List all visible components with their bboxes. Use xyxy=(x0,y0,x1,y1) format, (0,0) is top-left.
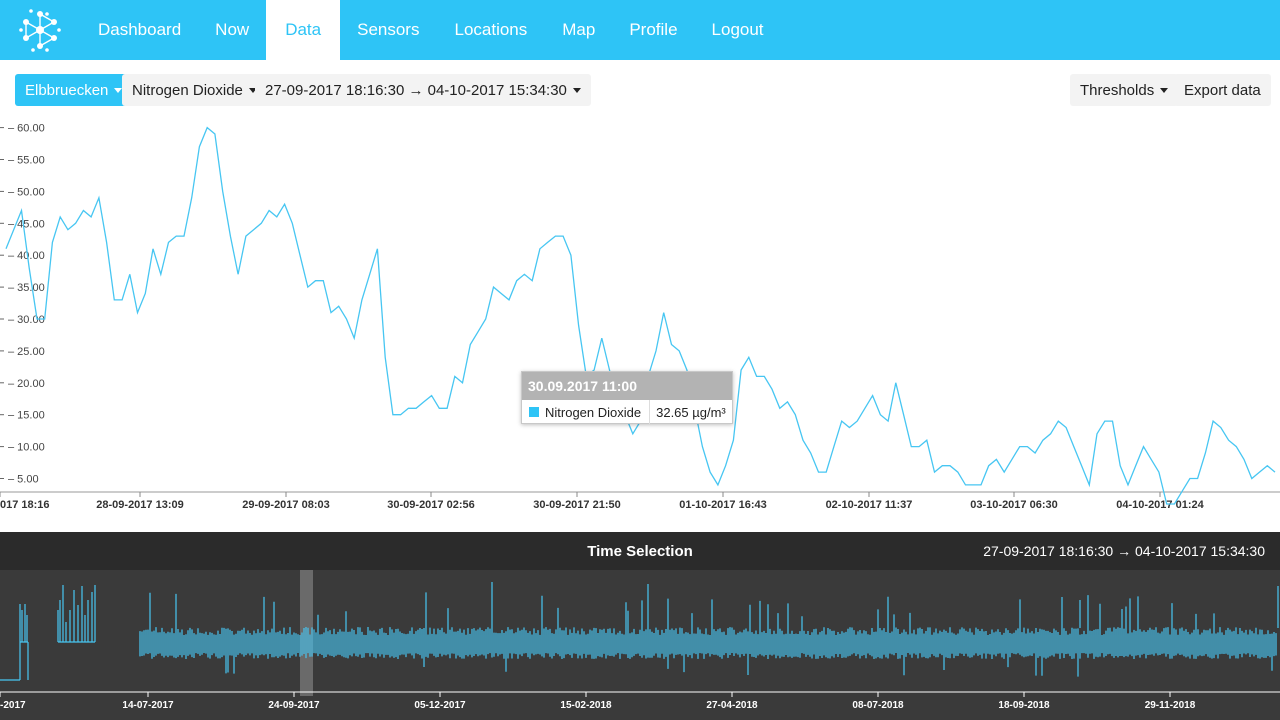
date-range-dropdown[interactable]: 27-09-2017 18:16:30 → 04-10-2017 15:34:3… xyxy=(255,74,591,106)
x-tick-label: 02-10-2017 11:37 xyxy=(826,499,913,511)
overview-x-tick-label: 05-12-2017 xyxy=(414,700,466,711)
date-range-label: 27-09-2017 18:16:30 → 04-10-2017 15:34:3… xyxy=(265,81,567,99)
overview-x-tick-label: 15-02-2018 xyxy=(560,700,612,711)
no2-line-chart[interactable]: – 60.00– 55.00– 50.00– 45.00– 40.00– 35.… xyxy=(0,114,1280,514)
time-selection-title: Time Selection xyxy=(587,543,693,560)
overview-series-main xyxy=(139,582,1279,677)
location-dropdown-label: Elbbruecken xyxy=(25,81,109,99)
tooltip-series-name: Nitrogen Dioxide xyxy=(545,400,651,424)
y-tick-label: – 20.00 xyxy=(8,378,45,390)
x-tick-label: 30-09-2017 21:50 xyxy=(533,499,620,511)
caret-down-icon xyxy=(114,87,123,93)
y-tick-label: – 50.00 xyxy=(8,186,45,198)
overview-chart-svg[interactable]: -2017 14-07-2017 24-09-2017 05-12-2017 15-02… xyxy=(0,570,1280,720)
y-tick-label: – 60.00 xyxy=(8,123,45,135)
caret-down-icon xyxy=(572,87,581,93)
location-dropdown[interactable]: Elbbruecken xyxy=(15,74,133,106)
y-tick-label: – 40.00 xyxy=(8,250,45,262)
time-selection-panel: Time Selection 27-09-2017 18:16:30 → 04-… xyxy=(0,532,1280,720)
chart-tooltip: 30.09.2017 11:00 Nitrogen Dioxide 32.65 … xyxy=(521,371,733,424)
y-tick-label: – 10.00 xyxy=(8,442,45,454)
overview-chart[interactable]: -2017 14-07-2017 24-09-2017 05-12-2017 15-02… xyxy=(0,570,1280,720)
time-selection-header: Time Selection 27-09-2017 18:16:30 → 04-… xyxy=(0,532,1280,570)
filter-toolbar: Elbbruecken Nitrogen Dioxide 27-09-2017 … xyxy=(0,74,1280,106)
x-tick-label: 03-10-2017 06:30 xyxy=(970,499,1057,511)
y-tick-label: – 5.00 xyxy=(8,474,39,486)
pollutant-dropdown[interactable]: Nitrogen Dioxide xyxy=(122,74,267,106)
thresholds-label: Thresholds xyxy=(1080,81,1155,99)
nav-locations[interactable]: Locations xyxy=(454,20,528,39)
overview-x-tick-label: 14-07-2017 xyxy=(122,700,174,711)
export-data-button[interactable]: Export data xyxy=(1174,74,1271,106)
series-swatch-icon xyxy=(529,407,539,417)
overview-x-tick-label: 18-09-2018 xyxy=(998,700,1050,711)
tooltip-value: 32.65 µg/m³ xyxy=(656,404,726,420)
overview-x-tick-label: 08-07-2018 xyxy=(852,700,904,711)
tooltip-row: Nitrogen Dioxide 32.65 µg/m³ xyxy=(522,400,732,424)
overview-x-tick-label: 27-04-2018 xyxy=(706,700,758,711)
nav-sensors[interactable]: Sensors xyxy=(357,20,420,39)
app-logo[interactable] xyxy=(0,0,80,60)
y-tick-label: – 35.00 xyxy=(8,282,45,294)
caret-down-icon xyxy=(248,87,257,93)
time-selection-range: 27-09-2017 18:16:30 → 04-10-2017 15:34:3… xyxy=(983,543,1265,559)
y-tick-label: – 30.00 xyxy=(8,314,45,326)
pollutant-dropdown-label: Nitrogen Dioxide xyxy=(132,81,243,99)
x-tick-label: 04-10-2017 01:24 xyxy=(1116,499,1204,511)
y-tick-label: – 55.00 xyxy=(8,155,45,167)
nav-dashboard[interactable]: Dashboard xyxy=(98,20,182,39)
series-line-nitrogen-dioxide[interactable] xyxy=(5,126,1276,505)
overview-x-tick-label: 24-09-2017 xyxy=(268,700,320,711)
nav-data[interactable]: Data xyxy=(266,0,341,60)
nav-profile[interactable]: Profile xyxy=(629,20,678,39)
x-tick-label: 29-09-2017 08:03 xyxy=(242,499,329,511)
x-tick-label: 28-09-2017 13:09 xyxy=(96,499,183,511)
top-navbar: Dashboard Now Data Sensors Locations Map… xyxy=(0,0,1280,60)
nav-logout[interactable]: Logout xyxy=(711,20,764,39)
x-tick-label: 30-09-2017 02:56 xyxy=(387,499,474,511)
nav-map[interactable]: Map xyxy=(562,20,596,39)
overview-series-early xyxy=(0,585,96,681)
nav-now[interactable]: Now xyxy=(215,20,250,39)
caret-down-icon xyxy=(1160,87,1169,93)
x-tick-label: 017 18:16 xyxy=(0,499,50,511)
overview-x-tick-label: 29-11-2018 xyxy=(1145,700,1196,711)
thresholds-dropdown[interactable]: Thresholds xyxy=(1070,74,1179,106)
x-tick-label: 01-10-2017 16:43 xyxy=(679,499,766,511)
y-tick-label: – 15.00 xyxy=(8,410,45,422)
y-tick-label: – 25.00 xyxy=(8,346,45,358)
molecule-logo-icon xyxy=(19,9,61,52)
line-chart-svg[interactable]: – 60.00– 55.00– 50.00– 45.00– 40.00– 35.… xyxy=(0,114,1280,514)
tooltip-timestamp: 30.09.2017 11:00 xyxy=(522,372,732,400)
overview-x-tick-label: -2017 xyxy=(0,700,26,711)
